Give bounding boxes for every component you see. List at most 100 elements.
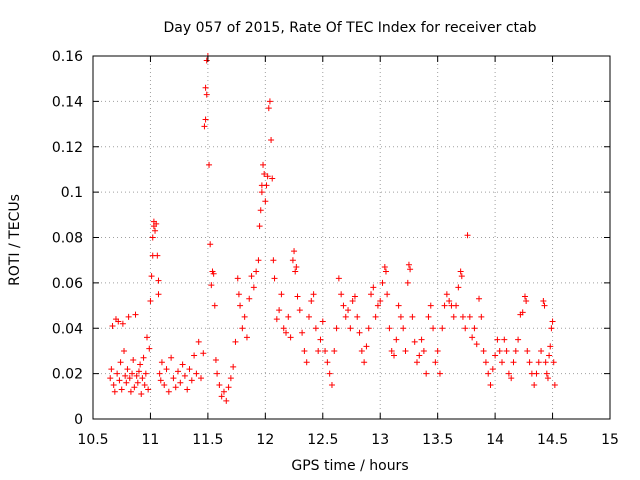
data-point <box>269 175 276 182</box>
data-point <box>296 307 303 314</box>
x-tick-label: 14.5 <box>537 432 568 448</box>
data-point <box>319 318 326 325</box>
data-point <box>255 257 262 264</box>
data-point <box>250 284 257 291</box>
data-point <box>216 381 223 388</box>
data-point <box>363 343 370 350</box>
data-point <box>501 336 508 343</box>
data-point <box>427 302 434 309</box>
data-point <box>184 386 191 393</box>
data-point <box>407 266 414 273</box>
data-point <box>108 366 115 373</box>
data-point <box>206 161 213 168</box>
y-axis-label: ROTI / TECUs <box>7 194 23 286</box>
data-point <box>107 375 114 382</box>
data-point <box>156 370 163 377</box>
data-point <box>370 284 377 291</box>
data-point <box>234 275 241 282</box>
data-point <box>227 375 234 382</box>
data-points <box>107 53 558 404</box>
x-tick-label: 12.5 <box>307 432 338 448</box>
x-axis-label: GPS time / hours <box>291 458 408 474</box>
data-point <box>268 136 275 143</box>
data-point <box>262 198 269 205</box>
x-tick-label: 11 <box>142 432 160 448</box>
data-point <box>175 368 182 375</box>
data-point <box>354 313 361 320</box>
data-point <box>165 388 172 395</box>
data-point <box>489 366 496 373</box>
data-point <box>305 313 312 320</box>
data-point <box>420 347 427 354</box>
data-point <box>130 357 137 364</box>
data-point <box>133 372 140 379</box>
data-point <box>211 302 218 309</box>
x-tick-label: 13 <box>371 432 389 448</box>
data-point <box>152 227 159 234</box>
data-point <box>374 302 381 309</box>
data-point <box>391 352 398 359</box>
data-point <box>135 368 142 375</box>
data-point <box>466 313 473 320</box>
data-point <box>266 98 273 105</box>
data-point <box>203 57 210 64</box>
data-point <box>273 316 280 323</box>
data-point <box>310 291 317 298</box>
data-point <box>137 361 144 368</box>
y-tick-label: 0.02 <box>52 367 83 383</box>
data-point <box>123 379 130 386</box>
data-point <box>214 370 221 377</box>
data-point <box>157 377 164 384</box>
data-point <box>153 220 160 227</box>
data-point <box>544 375 551 382</box>
data-point <box>257 207 264 214</box>
data-point <box>197 375 204 382</box>
data-point <box>202 84 209 91</box>
plot-frame <box>92 55 611 420</box>
y-tick-label: 0.04 <box>52 321 83 337</box>
data-point <box>458 273 465 280</box>
data-point <box>115 318 122 325</box>
data-point <box>335 275 342 282</box>
data-point <box>446 298 453 305</box>
data-point <box>436 370 443 377</box>
data-point <box>114 370 121 377</box>
x-tick-label: 14 <box>486 432 504 448</box>
data-point <box>292 268 299 275</box>
data-point <box>203 91 210 98</box>
data-point <box>129 370 136 377</box>
data-point <box>131 384 138 391</box>
data-point <box>289 257 296 264</box>
data-point <box>170 375 177 382</box>
data-point <box>110 381 117 388</box>
data-point <box>232 338 239 345</box>
data-point <box>285 313 292 320</box>
data-point <box>280 325 287 332</box>
data-point <box>293 263 300 270</box>
data-point <box>473 341 480 348</box>
data-point <box>294 293 301 300</box>
data-point <box>487 381 494 388</box>
data-point <box>377 298 384 305</box>
data-point <box>543 370 550 377</box>
data-point <box>347 325 354 332</box>
data-point <box>546 352 553 359</box>
data-point <box>158 359 165 366</box>
data-point <box>494 336 501 343</box>
data-point <box>147 298 154 305</box>
data-point <box>382 268 389 275</box>
data-point <box>119 320 126 327</box>
data-point <box>139 375 146 382</box>
data-point <box>450 313 457 320</box>
data-point <box>439 325 446 332</box>
data-point <box>349 298 356 305</box>
data-point <box>308 298 315 305</box>
data-point <box>243 334 250 341</box>
data-point <box>548 325 555 332</box>
data-point <box>326 370 333 377</box>
data-point <box>515 336 522 343</box>
data-point <box>202 116 209 123</box>
data-point <box>526 359 533 366</box>
data-point <box>469 334 476 341</box>
